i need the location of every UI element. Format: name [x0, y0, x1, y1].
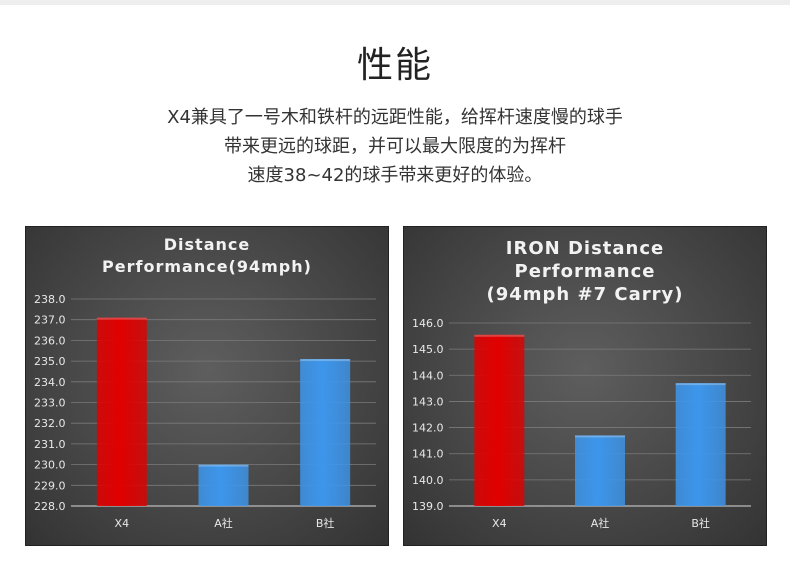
bar	[198, 464, 249, 506]
chart-title-line: Performance(94mph)	[102, 257, 312, 276]
top-divider	[0, 0, 790, 5]
y-tick-label: 234.0	[34, 376, 66, 389]
bar-highlight	[675, 383, 726, 386]
bar-highlight	[198, 464, 249, 467]
chart-title-line: (94mph #7 Carry)	[486, 284, 684, 305]
y-tick-label: 145.0	[412, 343, 444, 356]
y-tick-label: 232.0	[34, 417, 66, 430]
y-tick-label: 236.0	[34, 334, 66, 347]
chart-title-line: Performance	[514, 261, 656, 282]
chart-title: IRON Distance Performance (94mph #7 Carr…	[404, 237, 766, 306]
bar	[300, 359, 351, 506]
y-tick-label: 146.0	[412, 317, 444, 330]
iron-distance-chart: IRON Distance Performance (94mph #7 Carr…	[403, 226, 767, 546]
x-category-label: X4	[492, 517, 507, 530]
x-category-label: A社	[214, 516, 233, 530]
y-tick-label: 141.0	[412, 448, 444, 461]
y-tick-label: 228.0	[34, 500, 66, 513]
y-tick-label: 229.0	[34, 479, 66, 492]
bar	[96, 317, 147, 506]
y-tick-label: 139.0	[412, 500, 444, 513]
chart-title-line: IRON Distance	[505, 238, 665, 259]
intro-line: 速度38~42的球手带来更好的体验。	[247, 165, 543, 186]
intro-paragraph: X4兼具了一号木和铁杆的远距性能，给挥杆速度慢的球手 带来更远的球距，并可以最大…	[0, 103, 790, 190]
chart-title: Distance Performance(94mph)	[26, 234, 388, 278]
bar-highlight	[474, 334, 525, 337]
intro-line: X4兼具了一号木和铁杆的远距性能，给挥杆速度慢的球手	[167, 107, 623, 128]
y-tick-label: 237.0	[34, 314, 66, 327]
wood-distance-chart: Distance Performance(94mph) 238.0 237.0 23…	[25, 226, 389, 546]
y-tick-label: 231.0	[34, 438, 66, 451]
y-tick-label: 238.0	[34, 293, 66, 306]
x-category-label: A社	[591, 516, 610, 530]
page-title: 性能	[356, 45, 433, 86]
bar	[675, 383, 726, 506]
y-tick-label: 230.0	[34, 459, 66, 472]
bar-highlight	[96, 317, 147, 320]
bar-highlight	[575, 435, 625, 438]
chart-plot: 238.0 237.0 236.0 235.0 234.0 233.0 232.0 231.0…	[34, 293, 376, 530]
y-tick-label: 235.0	[34, 355, 66, 368]
x-category-label: B社	[691, 516, 710, 530]
y-tick-label: 233.0	[34, 397, 66, 410]
x-category-label: X4	[115, 517, 130, 530]
bar	[474, 334, 525, 506]
x-category-label: B社	[316, 516, 335, 530]
y-tick-label: 143.0	[412, 395, 444, 408]
bar-highlight	[300, 359, 351, 362]
chart-plot: 146.0 145.0 144.0 143.0 142.0 141.0 140.0 139.0…	[412, 317, 751, 530]
chart-title-line: Distance	[163, 235, 251, 254]
intro-line: 带来更远的球距，并可以最大限度的为挥杆	[224, 136, 566, 157]
y-tick-label: 144.0	[412, 369, 444, 382]
y-tick-label: 140.0	[412, 474, 444, 487]
y-tick-label: 142.0	[412, 422, 444, 435]
bar	[575, 435, 625, 506]
